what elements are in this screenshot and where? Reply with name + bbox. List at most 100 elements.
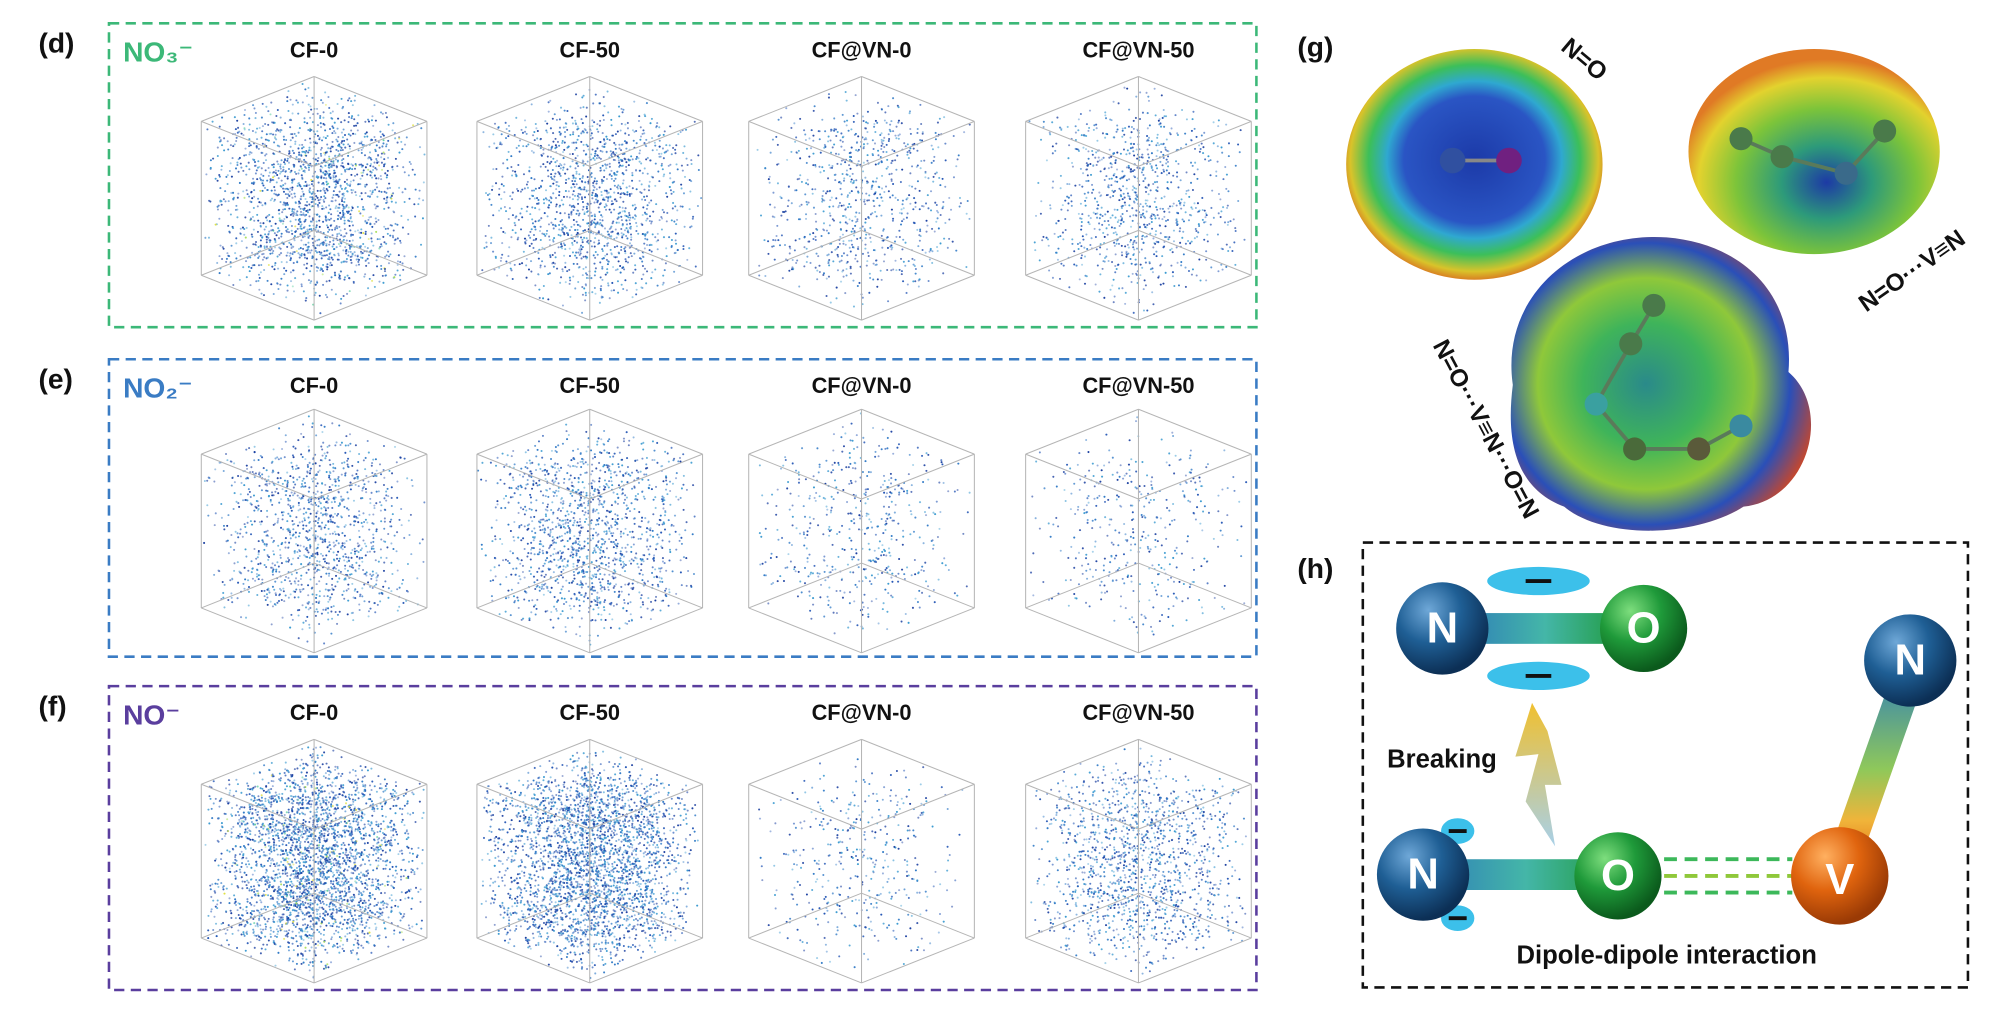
dot <box>568 247 571 250</box>
dot <box>1085 233 1088 236</box>
dot <box>620 283 623 286</box>
dot <box>348 224 351 227</box>
dot <box>274 169 277 172</box>
dot <box>768 181 771 184</box>
dot <box>271 265 274 268</box>
dot <box>593 215 597 218</box>
dot <box>1087 157 1090 160</box>
dot <box>933 230 936 233</box>
dot <box>931 227 934 230</box>
dot <box>242 266 245 269</box>
dot <box>402 268 405 271</box>
dot <box>408 161 411 164</box>
dot <box>544 234 547 237</box>
dot <box>414 188 417 191</box>
dot <box>579 250 582 253</box>
dot <box>906 212 909 215</box>
dot <box>577 127 580 130</box>
dot <box>310 264 313 267</box>
dot <box>307 241 310 244</box>
dot <box>921 132 924 135</box>
dot <box>534 122 537 125</box>
dot <box>554 172 557 175</box>
dot <box>307 236 310 239</box>
dot <box>916 131 919 134</box>
dot <box>366 163 369 166</box>
dot <box>1196 210 1199 213</box>
dot <box>355 164 358 167</box>
dot <box>208 199 211 202</box>
dot <box>647 189 651 192</box>
dot <box>1217 212 1220 215</box>
dot <box>240 240 243 243</box>
dot <box>1070 204 1073 207</box>
dot <box>261 142 264 145</box>
dot <box>605 150 608 153</box>
dot <box>288 152 291 155</box>
dot <box>646 243 649 247</box>
dot <box>418 189 421 192</box>
dot <box>591 148 594 151</box>
dot <box>230 175 233 178</box>
dot <box>913 222 916 225</box>
dot <box>374 167 377 170</box>
dot <box>1150 166 1153 169</box>
dot <box>308 203 311 206</box>
dot <box>595 188 598 191</box>
dot <box>551 223 554 226</box>
dot <box>348 290 351 293</box>
dot <box>287 90 290 93</box>
dot <box>785 107 788 110</box>
dot <box>287 161 290 164</box>
dot <box>771 138 774 141</box>
dot <box>928 250 931 253</box>
dot <box>291 207 294 210</box>
dot <box>1098 290 1101 293</box>
dot <box>581 96 584 99</box>
dot <box>591 136 594 139</box>
dot <box>849 250 852 253</box>
dot <box>852 279 855 282</box>
dot <box>320 126 323 129</box>
dot <box>564 190 567 193</box>
dot <box>411 168 414 171</box>
dot <box>317 199 320 202</box>
dot <box>635 293 638 296</box>
dot <box>890 120 893 123</box>
dot <box>1171 275 1174 278</box>
dot <box>272 152 275 155</box>
dot <box>266 279 269 282</box>
dot <box>840 163 843 166</box>
dot <box>305 150 308 153</box>
dot <box>318 136 321 139</box>
dot <box>243 233 246 236</box>
dot <box>923 159 926 162</box>
dot <box>643 167 646 170</box>
dot <box>1162 143 1165 146</box>
dot <box>514 231 517 234</box>
dot <box>881 142 884 145</box>
dot <box>390 193 393 196</box>
dot <box>321 241 324 244</box>
dot <box>284 202 287 205</box>
dot <box>309 141 312 144</box>
dot <box>235 237 238 240</box>
dot <box>277 227 280 230</box>
dot <box>1064 228 1067 232</box>
dot <box>355 258 358 261</box>
dot <box>342 157 345 160</box>
cube <box>1025 76 1252 321</box>
dot <box>401 262 404 265</box>
dot <box>1123 133 1126 136</box>
dot <box>865 121 868 124</box>
dot <box>558 144 561 147</box>
dot <box>337 180 340 183</box>
dot <box>697 154 700 157</box>
dot <box>1167 155 1170 158</box>
dot <box>265 257 268 260</box>
dot <box>1151 227 1154 230</box>
dot <box>388 182 391 185</box>
dot <box>646 270 649 273</box>
dot <box>359 183 362 186</box>
dot <box>327 96 330 99</box>
